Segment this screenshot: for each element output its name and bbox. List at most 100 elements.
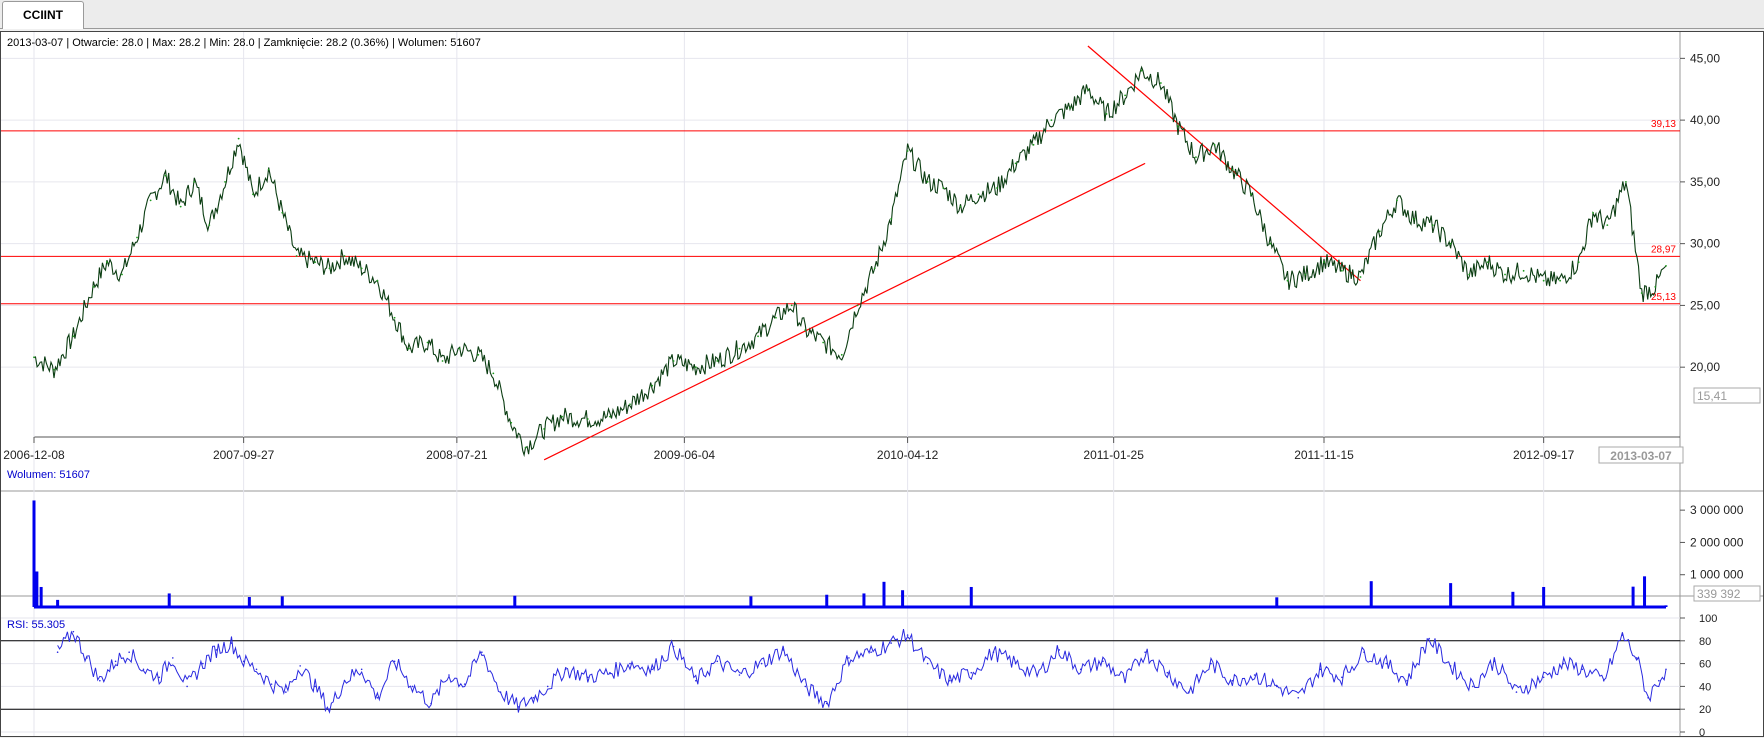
price-point [1431,224,1434,227]
rsi-point [86,657,88,659]
rsi-point [716,660,719,663]
rsi-point [128,651,130,653]
price-point [738,347,741,350]
y-tick-label: 45,00 [1690,51,1720,65]
price-point [543,428,546,430]
rsi-tick-label: 100 [1699,613,1717,625]
rsi-point [782,649,784,651]
volume-bar [1542,586,1546,607]
rsi-point [99,679,101,682]
price-point [441,360,444,362]
price-point [524,446,527,449]
x-tick-label: 2012-09-17 [1513,448,1575,462]
volume-bar [39,586,43,607]
price-point [609,415,611,418]
rsi-point [926,662,929,665]
price-point [1577,261,1580,264]
stock-chart: 39,13 28,97 25,13 45,00 40,00 35,00 30,00 25,0… [1,32,1763,736]
price-point [252,193,254,196]
price-y-axis: 45,00 40,00 35,00 30,00 25,00 20,00 15,41 [1680,51,1761,404]
price-point [926,180,929,183]
price-point [1304,273,1307,276]
trend-line [1087,45,1361,282]
price-point [804,329,807,332]
price-point [1592,211,1594,214]
rsi-point [1036,674,1038,676]
volume-bar [1643,576,1647,607]
price-point [1654,285,1657,288]
rsi-tick-label: 60 [1699,659,1711,671]
rsi-point [114,660,117,663]
rsi-point [564,668,567,671]
price-point [1378,230,1381,233]
volume-bar [1275,597,1279,607]
price-point [694,366,697,369]
rsi-point [1319,668,1322,671]
y-tick-label: 40,00 [1690,113,1720,127]
price-point [343,255,346,257]
rsi-point [1493,660,1496,663]
rsi-point [242,660,245,663]
rsi-point [158,676,161,679]
horizontal-levels: 39,13 28,97 25,13 [1,119,1680,305]
price-point [757,335,759,338]
volume-bar [882,581,886,607]
x-tick-label: 2006-12-08 [3,448,65,462]
rsi-point [328,708,331,710]
price-point [1625,180,1627,183]
rsi-point [1341,676,1343,679]
rsi-point [1166,671,1169,674]
price-point [561,415,563,418]
volume-bars [32,500,1668,609]
rsi-point [1635,657,1638,659]
last-date-box [1598,446,1684,464]
rsi-point [430,702,432,705]
rsi-point [1449,665,1452,667]
rsi-point [1647,697,1649,699]
price-point [393,316,396,319]
y-tick-label: 35,00 [1690,175,1720,189]
volume-bar [513,595,517,607]
rsi-point [695,679,697,682]
rsi-point [848,657,850,659]
price-point [1542,279,1545,282]
rsi-point [1542,676,1545,679]
rsi-point [1058,649,1061,651]
rsi-point [230,642,233,644]
volume-bar [862,593,866,607]
price-point [492,372,495,375]
volume-bar [280,596,284,607]
price-point [53,368,55,371]
rsi-point [1210,662,1212,665]
volume-bar [901,590,905,607]
rsi-point [1515,691,1518,693]
rsi-point [343,679,346,682]
rsi-point [870,651,872,653]
price-point [822,341,825,344]
rsi-point [1014,662,1017,665]
tab-cciint[interactable]: CCIINT [2,1,84,29]
rsi-point [890,642,892,644]
price-point [1124,94,1127,97]
rsi-line [57,629,1667,714]
grid-lines [1,32,1680,736]
price-point [1522,269,1525,272]
y-tick-label: 25,00 [1690,298,1720,312]
price-point [92,285,95,288]
y-tick-label: 30,00 [1690,237,1720,251]
rsi-tick-label: 80 [1699,636,1711,648]
price-point [1559,279,1562,282]
price-point [672,360,675,362]
rsi-point [738,674,741,676]
rsi-point [1581,668,1584,671]
x-tick-label: 2007-09-27 [213,448,275,462]
price-point [775,316,777,319]
rsi-point [1602,679,1605,682]
price-point [1396,199,1398,202]
price-x-axis: 2006-12-08 2007-09-27 2008-07-21 2009-06-04… [3,437,1684,464]
price-point [890,218,893,220]
rsi-point [970,671,973,674]
rsi-point [609,671,611,674]
x-tick-label: 2010-04-12 [877,448,939,462]
rsi-point [1562,662,1565,665]
